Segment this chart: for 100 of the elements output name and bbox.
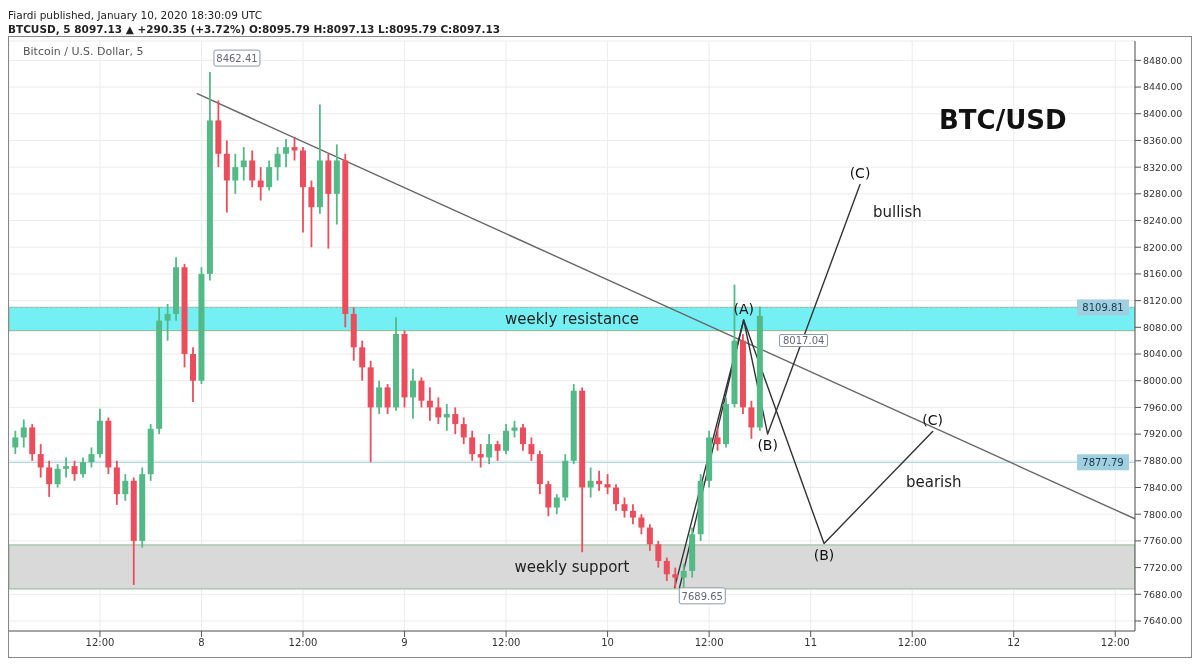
y-tick-label: 8440.00 <box>1143 81 1183 93</box>
candlestick <box>266 159 273 192</box>
candlestick <box>384 383 391 415</box>
y-tick-label: 8480.00 <box>1143 54 1183 66</box>
candlestick <box>629 503 636 526</box>
y-tick-label: 8320.00 <box>1143 161 1183 173</box>
annotation: 7689.65 <box>681 590 723 602</box>
candlestick <box>587 466 594 499</box>
annotation: (C) <box>922 412 943 429</box>
candlestick <box>418 376 425 409</box>
annotation: (B) <box>813 546 835 563</box>
x-tick-label: 8 <box>198 637 205 649</box>
ref-line-label: 7877.79 <box>1082 457 1124 469</box>
annotation: (A) <box>733 300 754 317</box>
candlestick <box>20 418 27 449</box>
candlestick <box>655 540 662 569</box>
candlestick <box>528 436 535 462</box>
annotation: 8462.41 <box>216 53 258 65</box>
candlestick <box>435 396 442 425</box>
candlestick <box>274 146 281 182</box>
candlestick <box>376 379 383 415</box>
candlestick <box>54 463 61 489</box>
annotation: BTC/USD <box>939 105 1067 135</box>
candlestick <box>477 443 484 469</box>
y-tick-label: 8080.00 <box>1143 321 1183 333</box>
candlestick <box>46 459 53 498</box>
y-tick-label: 8120.00 <box>1143 295 1183 306</box>
candlestick <box>426 386 433 422</box>
y-tick-label: 8000.00 <box>1143 375 1183 387</box>
candlestick <box>249 149 256 189</box>
candlestick <box>12 429 19 456</box>
y-tick-label: 8400.00 <box>1143 108 1183 120</box>
y-tick-label: 7640.00 <box>1143 615 1183 627</box>
annotation: Bitcoin / U.S. Dollar, 5 <box>23 45 144 58</box>
y-tick-label: 7960.00 <box>1143 401 1183 413</box>
x-tick-label: 12:00 <box>85 637 115 649</box>
candlestick <box>613 483 620 512</box>
y-tick-label: 8040.00 <box>1143 348 1183 360</box>
ref-line-label: 8109.81 <box>1082 302 1124 314</box>
candlestick <box>443 403 450 432</box>
candlestick <box>621 496 628 519</box>
x-tick-label: 12:00 <box>1100 637 1130 649</box>
candlestick <box>164 303 171 342</box>
y-tick-label: 7680.00 <box>1143 588 1183 600</box>
candlestick <box>308 179 315 249</box>
annotation: bearish <box>906 473 962 491</box>
candlestick <box>283 138 290 169</box>
y-tick-label: 7760.00 <box>1143 535 1183 547</box>
y-tick-label: 8280.00 <box>1143 188 1183 200</box>
candlestick <box>122 473 129 502</box>
chart-subtitle: BTCUSD, 5 8097.13 ▲ +290.35 (+3.72%) O:8095.79 H:8097.13 L:8095.79 C:8097.13 <box>8 22 502 36</box>
y-tick-label: 8360.00 <box>1143 134 1183 146</box>
candlestick <box>714 426 721 452</box>
candlestick <box>748 399 755 440</box>
candlestick <box>494 439 501 462</box>
x-tick-label: 9 <box>401 637 408 649</box>
candlestick <box>638 513 645 536</box>
annotation: (B) <box>757 437 778 454</box>
candlestick <box>88 446 95 469</box>
candlestick <box>596 469 603 492</box>
y-tick-label: 8240.00 <box>1143 214 1183 226</box>
band-label: weekly resistance <box>504 310 640 329</box>
y-tick-label: 7800.00 <box>1143 508 1183 520</box>
candlestick <box>646 523 653 552</box>
candlestick <box>63 456 70 479</box>
candlestick <box>503 423 510 456</box>
candlestick <box>409 367 416 420</box>
y-tick-label: 7720.00 <box>1143 561 1183 573</box>
y-tick-label: 8160.00 <box>1143 268 1183 280</box>
candlestick <box>672 566 679 589</box>
candlestick <box>37 443 44 479</box>
candlestick <box>553 493 560 516</box>
candlestick <box>291 136 298 162</box>
candlestick <box>545 479 552 518</box>
candlestick <box>680 563 687 589</box>
band-label: weekly support <box>514 558 630 577</box>
y-tick-label: 8200.00 <box>1143 241 1183 253</box>
annotation: 8017.04 <box>779 334 829 347</box>
x-tick-label: 10 <box>601 637 614 649</box>
candlestick <box>452 406 459 436</box>
y-tick-label: 7880.00 <box>1143 455 1183 467</box>
annotation: (C) <box>849 165 871 182</box>
candlestick <box>460 416 467 446</box>
annotation: bullish <box>873 203 922 221</box>
x-tick-label: 12:00 <box>897 637 927 649</box>
x-tick-label: 12 <box>1007 637 1021 649</box>
candlestick <box>71 459 78 482</box>
candlestick <box>663 556 670 582</box>
chart-title: Fiardi published, January 10, 2020 18:30:09 UTC <box>8 8 263 22</box>
x-tick-label: 12:00 <box>694 637 724 649</box>
x-tick-label: 12:00 <box>288 637 318 649</box>
candlestick <box>359 339 366 382</box>
x-tick-label: 11 <box>804 637 818 649</box>
x-tick-label: 12:00 <box>491 637 521 649</box>
candlestick <box>469 429 476 462</box>
candlestick <box>486 433 493 466</box>
candlestick <box>604 473 611 496</box>
candlestick <box>257 166 264 202</box>
candlestick <box>232 152 239 195</box>
candlestick <box>519 423 526 452</box>
